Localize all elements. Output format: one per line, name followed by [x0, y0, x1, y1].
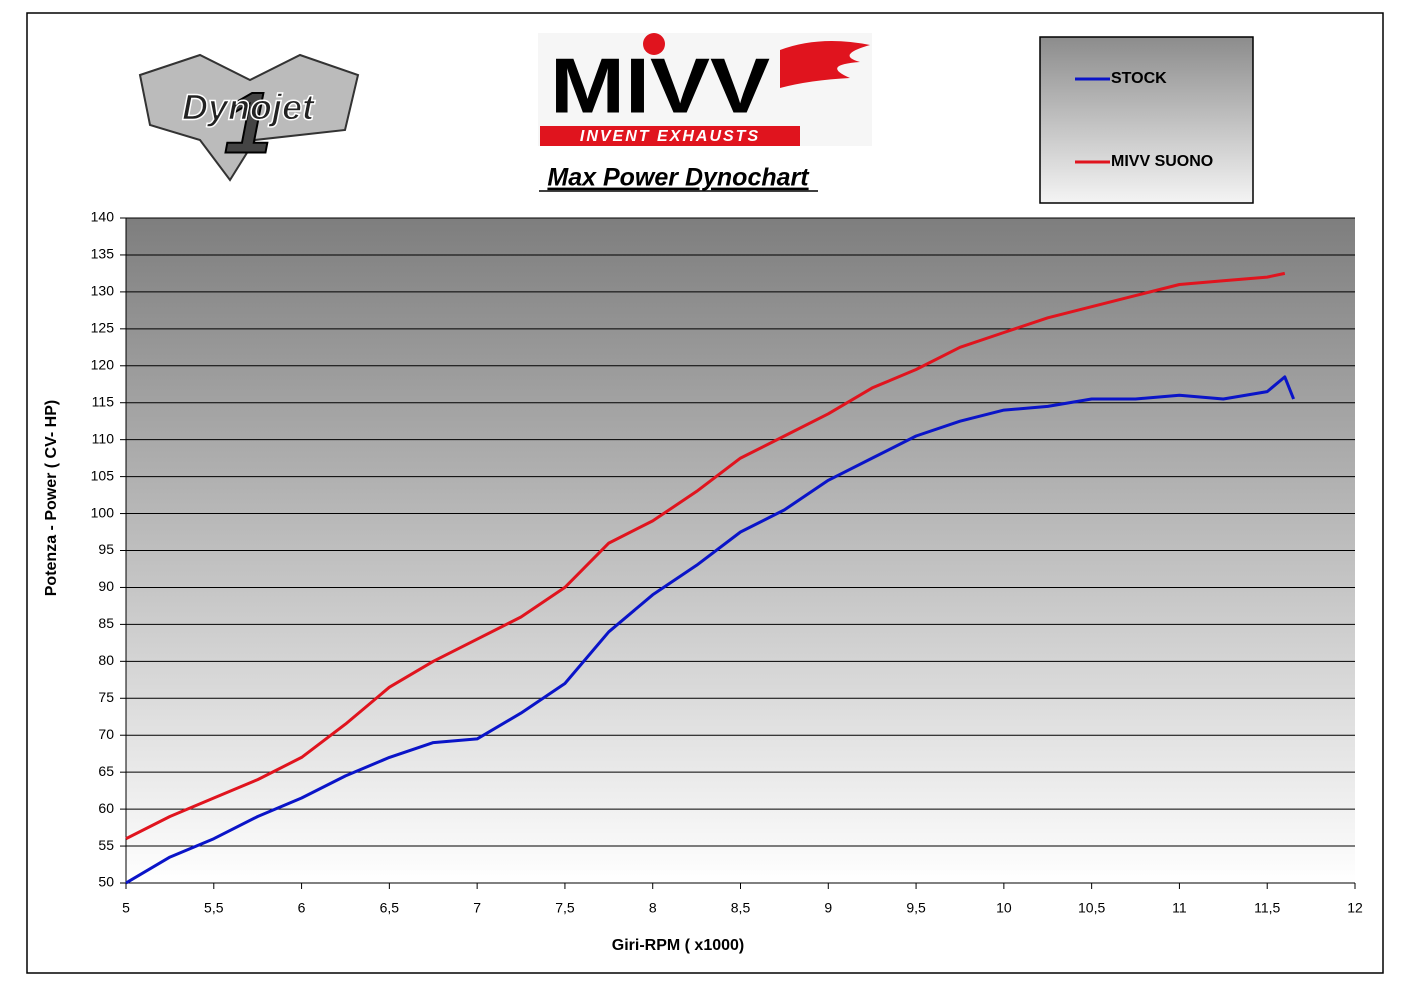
x-tick-label: 7	[473, 900, 481, 916]
dynojet-text: Dynojet	[182, 87, 316, 128]
y-tick-label: 90	[98, 578, 114, 594]
y-tick-label: 55	[98, 837, 114, 853]
y-tick-label: 125	[91, 320, 115, 336]
y-tick-label: 140	[91, 209, 115, 225]
series-line	[125, 271, 1286, 841]
y-tick-label: 75	[98, 689, 114, 705]
y-axis-label: Potenza - Power ( CV- HP)	[43, 400, 60, 596]
y-tick-label: 85	[98, 615, 114, 631]
x-tick-label: 12	[1347, 900, 1363, 916]
plot-layer: 5055606570758085909510010511011512012513…	[91, 36, 1363, 916]
y-tick-label: 135	[91, 246, 115, 262]
y-tick-label: 70	[98, 726, 114, 742]
x-tick-label: 10	[996, 900, 1012, 916]
x-tick-label: 6	[298, 900, 306, 916]
y-tick-label: 105	[91, 467, 115, 483]
legend-label: MIVV SUONO	[1111, 153, 1213, 170]
y-tick-label: 95	[98, 541, 114, 557]
mivv-tagline: INVENT EXHAUSTS	[580, 128, 760, 145]
x-tick-label: 9	[824, 900, 832, 916]
dynojet-logo: 1 Dynojet	[138, 53, 360, 182]
series-line	[125, 375, 1295, 885]
x-tick-label: 6,5	[380, 900, 400, 916]
y-tick-label: 130	[91, 283, 115, 299]
x-tick-label: 11,5	[1254, 900, 1280, 916]
y-tick-label: 120	[91, 356, 115, 372]
dynojet-number: 1	[224, 76, 272, 172]
x-axis-label: Giri-RPM ( x1000)	[612, 937, 744, 954]
x-tick-label: 5	[122, 900, 130, 916]
x-tick-label: 7,5	[555, 900, 575, 916]
mivv-text: MIVV	[550, 42, 770, 130]
mivv-logo: MIVV INVENT EXHAUSTS	[538, 33, 872, 146]
chart-title: Max Power Dynochart	[547, 164, 810, 192]
y-tick-label: 65	[98, 763, 114, 779]
y-tick-label: 100	[91, 504, 115, 520]
legend-label: STOCK	[1111, 70, 1167, 87]
x-tick-label: 8	[649, 900, 657, 916]
x-tick-label: 5,5	[204, 900, 224, 916]
x-tick-label: 10,5	[1078, 900, 1105, 916]
y-tick-label: 110	[92, 430, 115, 446]
y-tick-label: 60	[98, 800, 114, 816]
x-tick-label: 8,5	[731, 900, 751, 916]
x-tick-label: 9,5	[906, 900, 926, 916]
legend-box	[1039, 36, 1254, 204]
y-tick-label: 115	[92, 393, 115, 409]
y-tick-label: 80	[98, 652, 114, 668]
y-tick-label: 50	[98, 874, 114, 890]
x-tick-label: 11	[1172, 900, 1187, 916]
